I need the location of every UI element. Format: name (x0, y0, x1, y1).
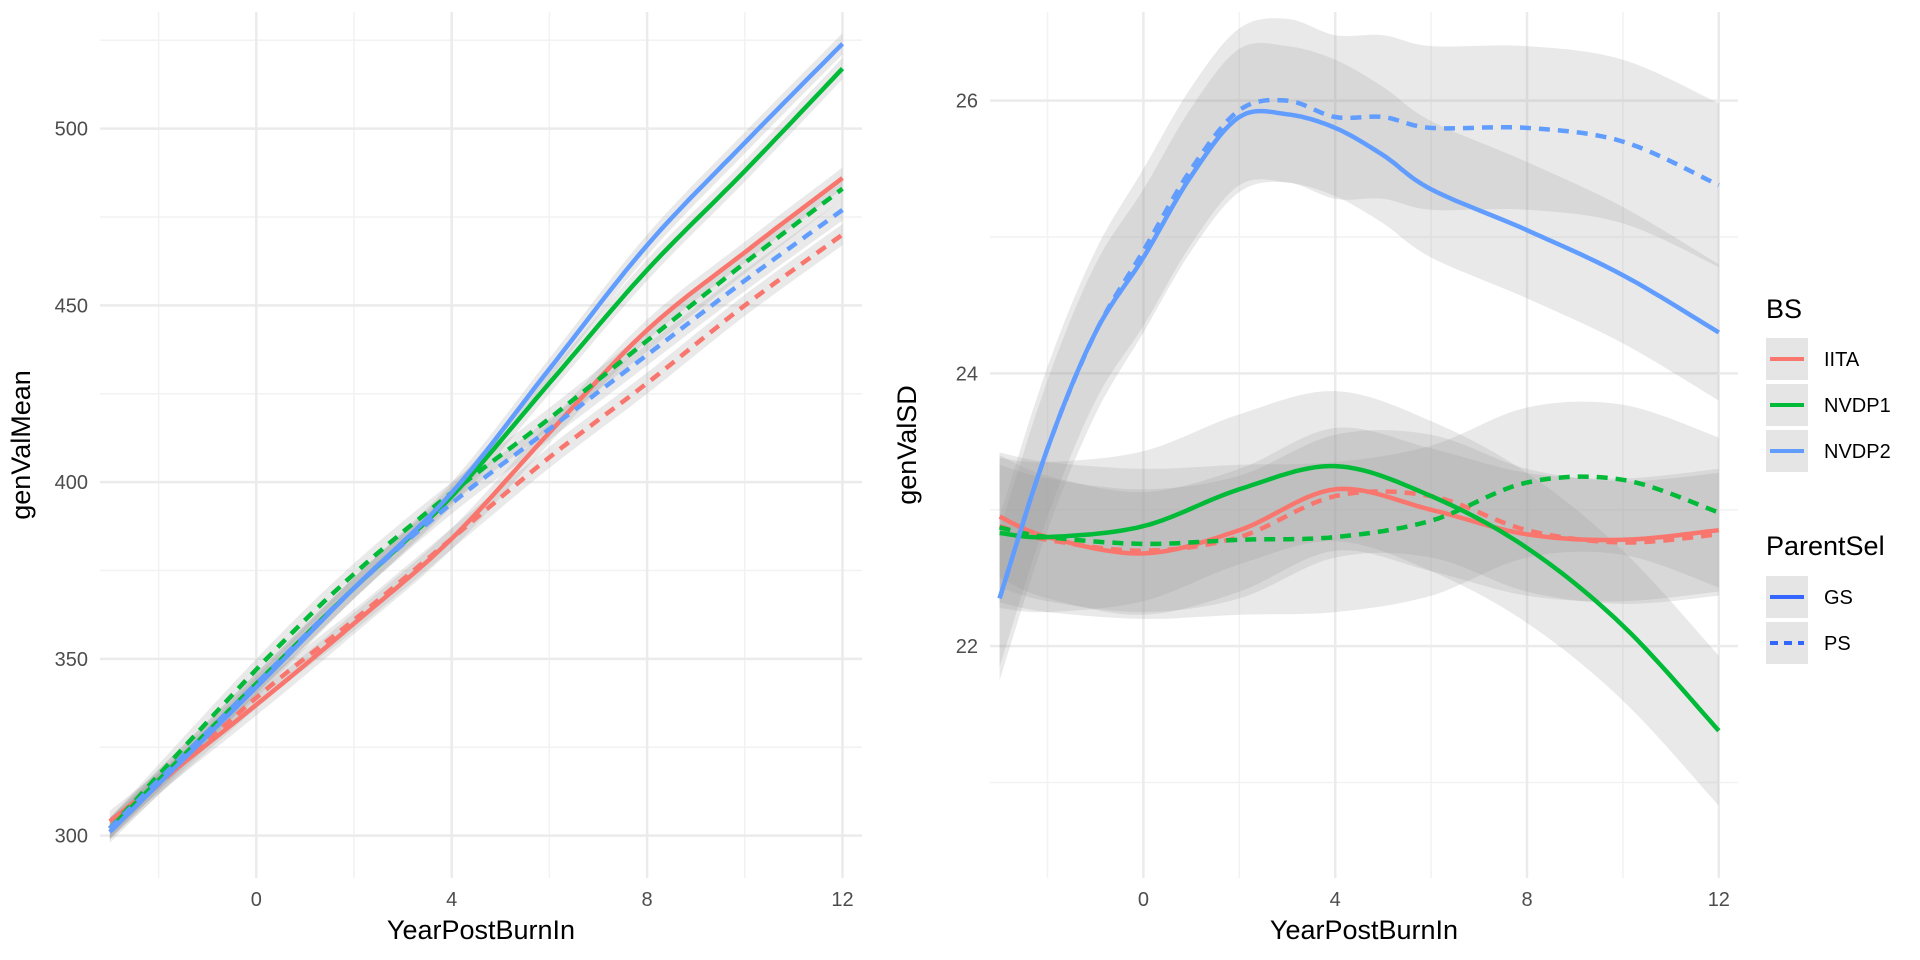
line-nvdp1-ps (108, 186, 844, 831)
line-nvdp2-ps (108, 208, 844, 831)
band-iita-gs (999, 427, 1719, 615)
grid-right (990, 12, 1738, 878)
x-tick-label: 4 (446, 889, 457, 911)
line-iita-ps (998, 489, 1720, 553)
x-tick-label: 12 (831, 889, 853, 911)
x-tick-label: 8 (1521, 889, 1532, 911)
x-tick-label: 8 (642, 889, 653, 911)
line-nvdp1-ps (999, 474, 1720, 547)
line-iita-ps (108, 232, 844, 831)
y-tick-label: 350 (55, 649, 88, 671)
x-tick-label: 0 (1138, 889, 1149, 911)
legend-label-gs: GS (1824, 587, 1853, 609)
band-nvdp2-gs (109, 33, 843, 843)
legend-title-bs: BS (1766, 294, 1802, 324)
tick-labels-left: 0 4 8 12 300 350 400 450 500 (55, 119, 854, 911)
band-iita-ps (109, 224, 843, 840)
band-nvdp1-ps (999, 401, 1719, 619)
legend-label-ps: PS (1824, 633, 1851, 655)
y-tick-label: 400 (55, 472, 88, 494)
legend-title-parentsel: ParentSel (1766, 531, 1885, 561)
series-lines-right (997, 97, 1721, 733)
y-tick-label: 500 (55, 119, 88, 141)
grid-left (100, 12, 862, 878)
series-lines-left (108, 42, 845, 834)
y-tick-label: 300 (55, 826, 88, 848)
y-axis-title-left: genValMean (6, 370, 36, 520)
legend-label-iita: IITA (1824, 349, 1860, 371)
y-tick-label: 22 (956, 636, 978, 658)
tick-labels-right: 0 4 8 12 22 24 26 (956, 91, 1730, 911)
x-axis-title-right: YearPostBurnIn (1270, 915, 1458, 945)
line-nvdp2-gs (997, 108, 1720, 600)
left-panel-genValMean: 0 4 8 12 300 350 400 450 500 YearPostBurnIn genVal… (6, 12, 862, 945)
x-tick-label: 4 (1330, 889, 1341, 911)
right-panel-genValSD: 0 4 8 12 22 24 26 YearPostBurnIn genValSD (892, 12, 1738, 945)
legend: BS IITA NVDP1 NVDP2 ParentSel GS PS (1766, 294, 1891, 664)
y-tick-label: 24 (956, 363, 978, 385)
y-tick-label: 450 (55, 295, 88, 317)
line-nvdp2-gs (108, 42, 845, 834)
legend-label-nvdp2: NVDP2 (1824, 441, 1891, 463)
confidence-bands-right (999, 18, 1719, 806)
legend-label-nvdp1: NVDP1 (1824, 395, 1891, 417)
x-axis-title-left: YearPostBurnIn (387, 915, 575, 945)
band-nvdp1-gs (109, 58, 843, 840)
band-iita-gs (109, 167, 843, 832)
x-tick-label: 0 (251, 889, 262, 911)
band-nvdp1-gs (999, 391, 1719, 806)
band-iita-ps (999, 430, 1719, 613)
x-tick-label: 12 (1708, 889, 1730, 911)
line-nvdp2-ps (997, 97, 1720, 600)
line-iita-gs (108, 176, 844, 824)
band-nvdp2-ps (109, 199, 843, 840)
line-nvdp1-gs (999, 463, 1721, 733)
band-nvdp2-ps (999, 18, 1719, 681)
y-tick-label: 26 (956, 91, 978, 113)
y-axis-title-right: genValSD (892, 385, 922, 505)
